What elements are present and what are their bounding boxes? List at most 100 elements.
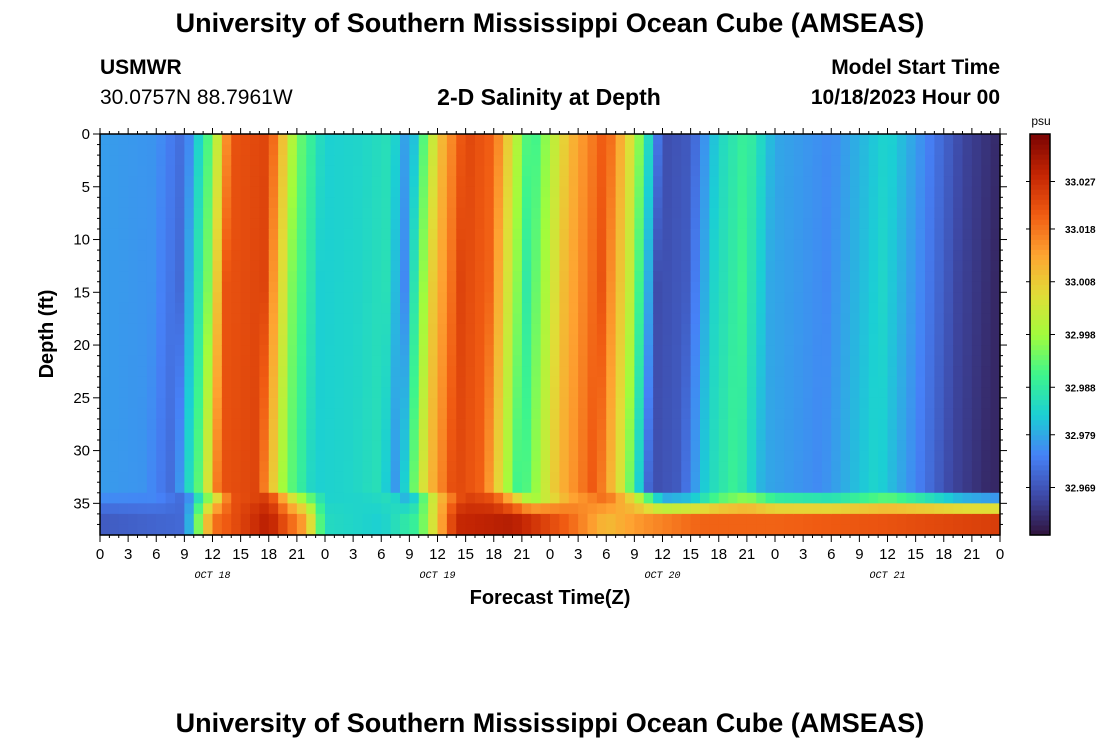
- heatmap-cell: [906, 260, 917, 272]
- heatmap-cell: [362, 281, 373, 293]
- heatmap-cell: [475, 366, 485, 378]
- heatmap-cell: [896, 197, 907, 209]
- heatmap-cell: [428, 134, 439, 146]
- heatmap-cell: [793, 482, 804, 494]
- heatmap-cell: [334, 345, 345, 357]
- heatmap-cell: [475, 186, 485, 198]
- x-tick-label: 9: [630, 546, 638, 563]
- heatmap-cell: [296, 376, 307, 388]
- heatmap-cell: [212, 323, 223, 336]
- heatmap-cell: [643, 176, 654, 188]
- heatmap-cell: [971, 376, 982, 388]
- heatmap-cell: [681, 524, 692, 536]
- heatmap-cell: [896, 408, 907, 420]
- heatmap-cell: [559, 450, 570, 462]
- heatmap-cell: [475, 313, 485, 325]
- heatmap-cell: [428, 302, 439, 314]
- heatmap-cell: [128, 408, 139, 420]
- heatmap-cell: [718, 260, 729, 272]
- heatmap-cell: [803, 197, 814, 209]
- heatmap-cell: [334, 513, 345, 526]
- heatmap-cell: [353, 144, 364, 156]
- heatmap-cell: [437, 334, 448, 346]
- heatmap-cell: [540, 471, 551, 483]
- heatmap-cell: [165, 461, 176, 473]
- heatmap-cell: [981, 461, 992, 473]
- heatmap-cell: [400, 134, 410, 146]
- heatmap-cell: [803, 429, 814, 441]
- heatmap-cell: [475, 345, 485, 357]
- heatmap-cell: [971, 461, 982, 473]
- heatmap-cell: [934, 302, 945, 314]
- heatmap-cell: [962, 355, 973, 367]
- heatmap-cell: [653, 186, 664, 198]
- heatmap-cell: [540, 239, 551, 251]
- heatmap-cell: [353, 513, 364, 526]
- heatmap-cell: [803, 450, 814, 462]
- heatmap-cell: [315, 366, 326, 378]
- heatmap-cell: [465, 197, 476, 209]
- colorbar-segment: [1030, 384, 1050, 391]
- heatmap-cell: [400, 239, 410, 251]
- heatmap-cell: [728, 482, 739, 494]
- heatmap-cell: [831, 387, 842, 399]
- heatmap-cell: [728, 387, 739, 399]
- heatmap-cell: [896, 471, 907, 483]
- heatmap-cell: [437, 397, 448, 409]
- heatmap-cell: [578, 260, 589, 272]
- heatmap-cell: [868, 503, 879, 515]
- heatmap-cell: [184, 387, 195, 399]
- colorbar-segment: [1030, 294, 1050, 301]
- heatmap-cell: [203, 302, 214, 314]
- heatmap-cell: [606, 302, 617, 314]
- heatmap-cell: [850, 281, 860, 293]
- heatmap-cell: [362, 429, 373, 441]
- heatmap-cell: [418, 408, 429, 420]
- heatmap-cell: [484, 450, 495, 462]
- heatmap-cell: [981, 239, 992, 251]
- heatmap-cell: [315, 323, 326, 336]
- heatmap-cell: [531, 228, 542, 241]
- heatmap-cell: [606, 376, 617, 388]
- heatmap-cell: [587, 228, 598, 241]
- heatmap-cell: [475, 155, 485, 167]
- heatmap-cell: [559, 492, 570, 504]
- heatmap-cell: [446, 482, 457, 494]
- heatmap-cell: [428, 207, 439, 220]
- heatmap-cell: [203, 471, 214, 483]
- heatmap-cell: [953, 155, 964, 167]
- heatmap-cell: [915, 345, 926, 357]
- heatmap-cell: [559, 186, 570, 198]
- heatmap-cell: [643, 302, 654, 314]
- heatmap-cell: [418, 250, 429, 262]
- heatmap-cell: [287, 408, 298, 420]
- heatmap-cell: [803, 471, 814, 483]
- heatmap-cell: [990, 471, 1001, 483]
- heatmap-cell: [671, 471, 682, 483]
- heatmap-cell: [296, 429, 307, 441]
- heatmap-cell: [868, 134, 879, 146]
- heatmap-cell: [146, 239, 157, 251]
- heatmap-cell: [662, 418, 673, 431]
- heatmap-cell: [887, 250, 898, 262]
- heatmap-cell: [784, 186, 795, 198]
- heatmap-cell: [990, 345, 1001, 357]
- heatmap-cell: [803, 513, 814, 526]
- heatmap-cell: [221, 176, 232, 188]
- x-tick-label: 15: [907, 546, 924, 563]
- heatmap-cell: [146, 345, 157, 357]
- heatmap-cell: [896, 176, 907, 188]
- heatmap-cell: [728, 144, 739, 156]
- heatmap-cell: [493, 239, 504, 251]
- heatmap-cell: [775, 155, 785, 167]
- heatmap-cell: [793, 207, 804, 220]
- heatmap-cell: [709, 134, 720, 146]
- heatmap-cell: [850, 440, 860, 452]
- heatmap-cell: [971, 207, 982, 220]
- heatmap-cell: [709, 218, 720, 230]
- heatmap-cell: [484, 482, 495, 494]
- heatmap-cell: [325, 207, 335, 220]
- heatmap-cell: [587, 503, 598, 515]
- heatmap-cell: [859, 271, 870, 283]
- heatmap-cell: [203, 197, 214, 209]
